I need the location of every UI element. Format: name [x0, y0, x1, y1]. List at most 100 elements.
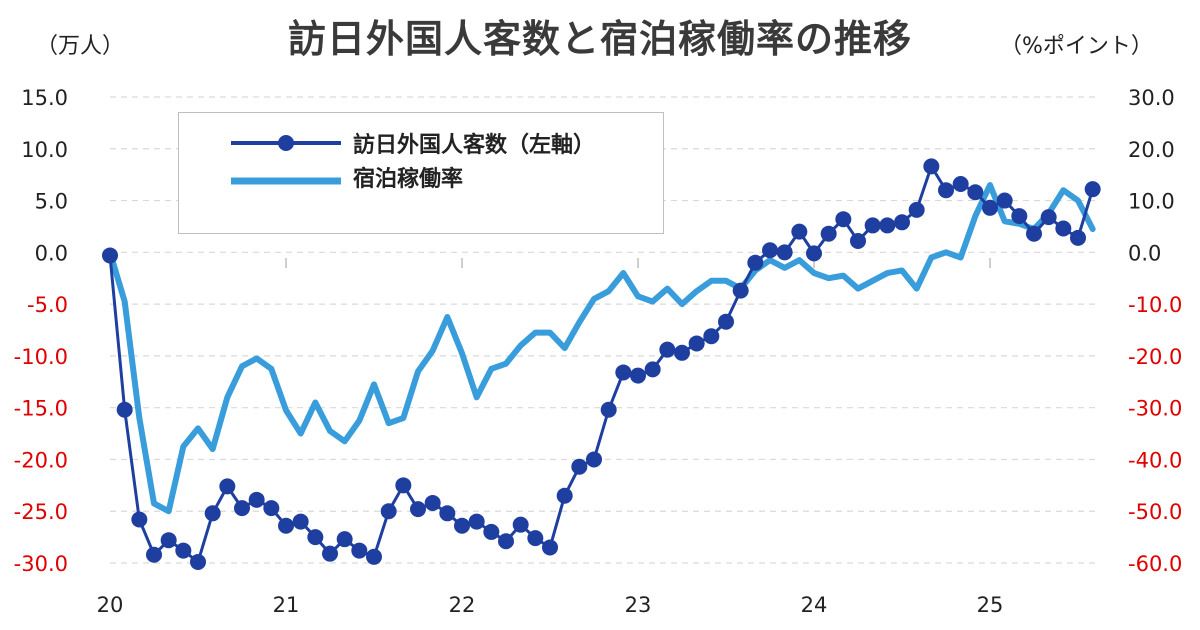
visitors-point	[131, 511, 148, 528]
legend-marker-visitors	[231, 135, 341, 151]
left-axis-ticks: 15.0 10.0 5.0 0.0 -5.0 -10.0 -15.0 -20.0 -25.0 -3…	[14, 86, 68, 576]
visitors-point	[703, 328, 720, 345]
visitors-point	[982, 199, 998, 216]
y-right-tick-label: 0.0	[1128, 241, 1161, 265]
visitors-point	[732, 282, 749, 299]
y-left-tick-label: 0.0	[35, 241, 68, 265]
legend-marker-occupancy	[231, 177, 341, 185]
visitors-point	[439, 505, 456, 522]
x-tick-label: 23	[625, 593, 652, 617]
visitors-point	[116, 401, 133, 418]
visitors-point	[292, 513, 309, 530]
visitors-point	[1026, 225, 1042, 242]
y-right-tick-label: 30.0	[1128, 86, 1175, 110]
visitors-point	[996, 192, 1013, 209]
visitors-point	[659, 341, 676, 358]
visitors-point	[908, 201, 925, 218]
visitors-point	[1040, 209, 1057, 226]
y-right-tick-label: -50.0	[1128, 500, 1182, 524]
legend: 訪日外国人客数（左軸） 宿泊稼働率	[178, 112, 664, 234]
x-tick-label: 21	[273, 593, 300, 617]
visitors-point	[263, 500, 280, 517]
visitors-point	[410, 501, 426, 518]
visitors-point	[468, 513, 485, 530]
visitors-point	[351, 542, 368, 559]
x-tick-label: 20	[97, 593, 124, 617]
visitors-point	[527, 530, 544, 547]
y-left-tick-label: 15.0	[21, 86, 68, 110]
y-right-tick-label: 10.0	[1128, 190, 1175, 214]
visitors-point	[688, 335, 705, 352]
visitors-point	[615, 364, 632, 381]
visitors-point	[175, 542, 192, 559]
visitors-point	[366, 548, 382, 565]
y-right-tick-label: 20.0	[1128, 138, 1175, 162]
visitors-point	[483, 523, 500, 540]
visitors-point	[879, 217, 896, 234]
visitors-point	[219, 478, 236, 495]
visitors-point	[894, 214, 910, 231]
legend-label-visitors: 訪日外国人客数（左軸）	[353, 133, 596, 158]
x-axis-ticks: 20 21 22 23 24 25	[97, 258, 1004, 617]
visitors-point	[967, 184, 984, 201]
visitors-point	[190, 553, 206, 570]
visitors-point	[1011, 208, 1028, 225]
visitors-point	[307, 529, 324, 546]
legend-label-occupancy: 宿泊稼働率	[353, 167, 464, 192]
visitors-point	[1084, 181, 1101, 198]
visitors-point	[160, 532, 177, 549]
visitors-point	[1070, 229, 1086, 246]
visitors-point	[424, 494, 441, 511]
visitors-point	[1055, 220, 1072, 237]
y-right-tick-label: -60.0	[1128, 552, 1182, 576]
visitors-point	[102, 247, 118, 264]
visitors-point	[747, 254, 764, 271]
visitors-point	[512, 516, 529, 533]
series-group	[102, 158, 1101, 570]
y-right-tick-label: -40.0	[1128, 448, 1182, 472]
x-tick-label: 25	[977, 593, 1004, 617]
visitors-point	[571, 458, 588, 475]
visitors-point	[204, 505, 221, 522]
visitors-point	[644, 361, 661, 378]
y-left-tick-label: -25.0	[14, 500, 68, 524]
visitors-point	[248, 491, 265, 508]
y-left-tick-label: -5.0	[27, 293, 68, 317]
visitors-point	[820, 225, 837, 242]
visitors-point	[952, 175, 969, 192]
left-axis-unit: （万人）	[36, 34, 125, 59]
y-right-tick-label: -10.0	[1128, 293, 1182, 317]
y-left-tick-label: 5.0	[35, 190, 68, 214]
visitors-point	[923, 158, 940, 175]
visitors-point	[938, 182, 954, 199]
visitors-point	[395, 477, 412, 494]
y-left-tick-label: 10.0	[21, 138, 68, 162]
visitors-point	[556, 487, 573, 504]
y-right-tick-label: -30.0	[1128, 397, 1182, 421]
x-tick-label: 22	[449, 593, 476, 617]
right-axis-ticks: 30.0 20.0 10.0 0.0 -10.0 -20.0 -30.0 -40.0 -50.0…	[1128, 86, 1182, 576]
visitors-point	[600, 401, 617, 418]
right-axis-unit: （%ポイント）	[1000, 34, 1153, 59]
y-left-tick-label: -15.0	[14, 397, 68, 421]
visitors-point	[454, 517, 470, 534]
y-left-tick-label: -30.0	[14, 552, 68, 576]
chart-title: 訪日外国人客数と宿泊稼働率の推移	[287, 17, 912, 61]
visitors-point	[762, 242, 778, 259]
visitors-point	[498, 533, 514, 550]
visitors-point	[336, 531, 353, 548]
visitors-point	[791, 223, 808, 240]
visitors-point	[586, 451, 602, 468]
visitors-point	[322, 545, 338, 562]
y-left-tick-label: -20.0	[14, 448, 68, 472]
visitors-point	[630, 367, 646, 384]
visitors-point	[806, 245, 822, 262]
visitors-point	[850, 232, 866, 249]
visitors-point	[278, 517, 294, 534]
visitors-point	[542, 539, 558, 556]
visitors-point	[864, 217, 881, 234]
visitors-point	[718, 313, 734, 330]
visitors-point	[835, 211, 852, 228]
